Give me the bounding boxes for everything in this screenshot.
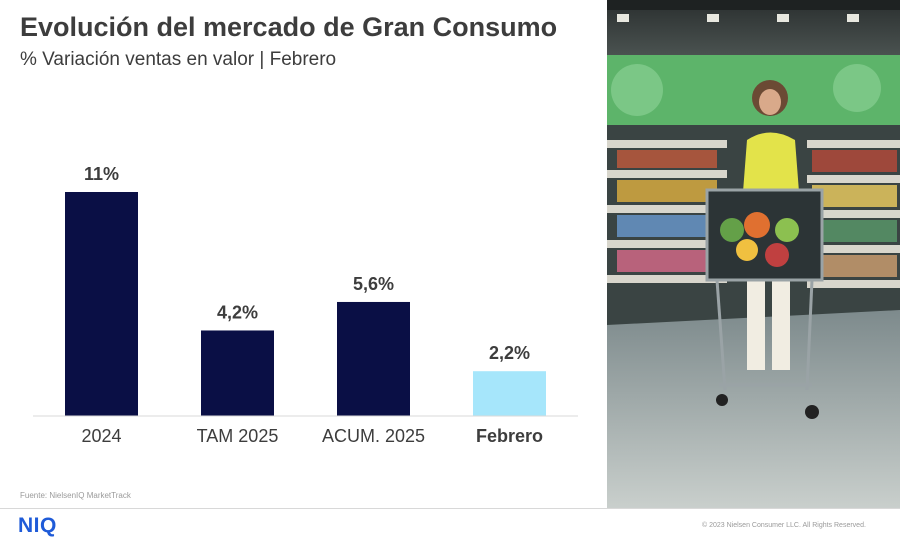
supermarket-photo [607,0,900,508]
bar-febrero [473,371,546,416]
data-label-2024: 11% [84,164,119,184]
category-label-acum-2025: ACUM. 2025 [322,426,425,446]
category-label-febrero: Febrero [476,426,543,446]
bar-2024 [65,192,138,416]
data-label-tam-2025: 4,2% [217,302,258,322]
data-label-acum-2025: 5,6% [353,274,394,294]
source-note: Fuente: NielsenIQ MarketTrack [20,491,131,500]
bar-acum-2025 [337,301,410,416]
bar-chart: 11% 2024 4,2% TAM 2025 5,6% ACUM. 2025 2,2% Feb… [33,164,578,446]
bars-group [65,192,546,416]
copyright-note: © 2023 Nielsen Consumer LLC. All Rights … [702,522,866,529]
data-label-febrero: 2,2% [489,343,530,363]
labels-group: 11% 2024 4,2% TAM 2025 5,6% ACUM. 2025 2,2% Feb… [81,164,543,446]
bar-tam-2025 [201,330,274,416]
chart-title: Evolución del mercado de Gran Consumo [20,12,558,42]
footer-divider [0,508,900,509]
niq-logo: NIQ [18,514,57,537]
category-label-2024: 2024 [81,426,121,446]
category-label-tam-2025: TAM 2025 [197,426,279,446]
chart-subtitle: % Variación ventas en valor | Febrero [20,49,337,70]
